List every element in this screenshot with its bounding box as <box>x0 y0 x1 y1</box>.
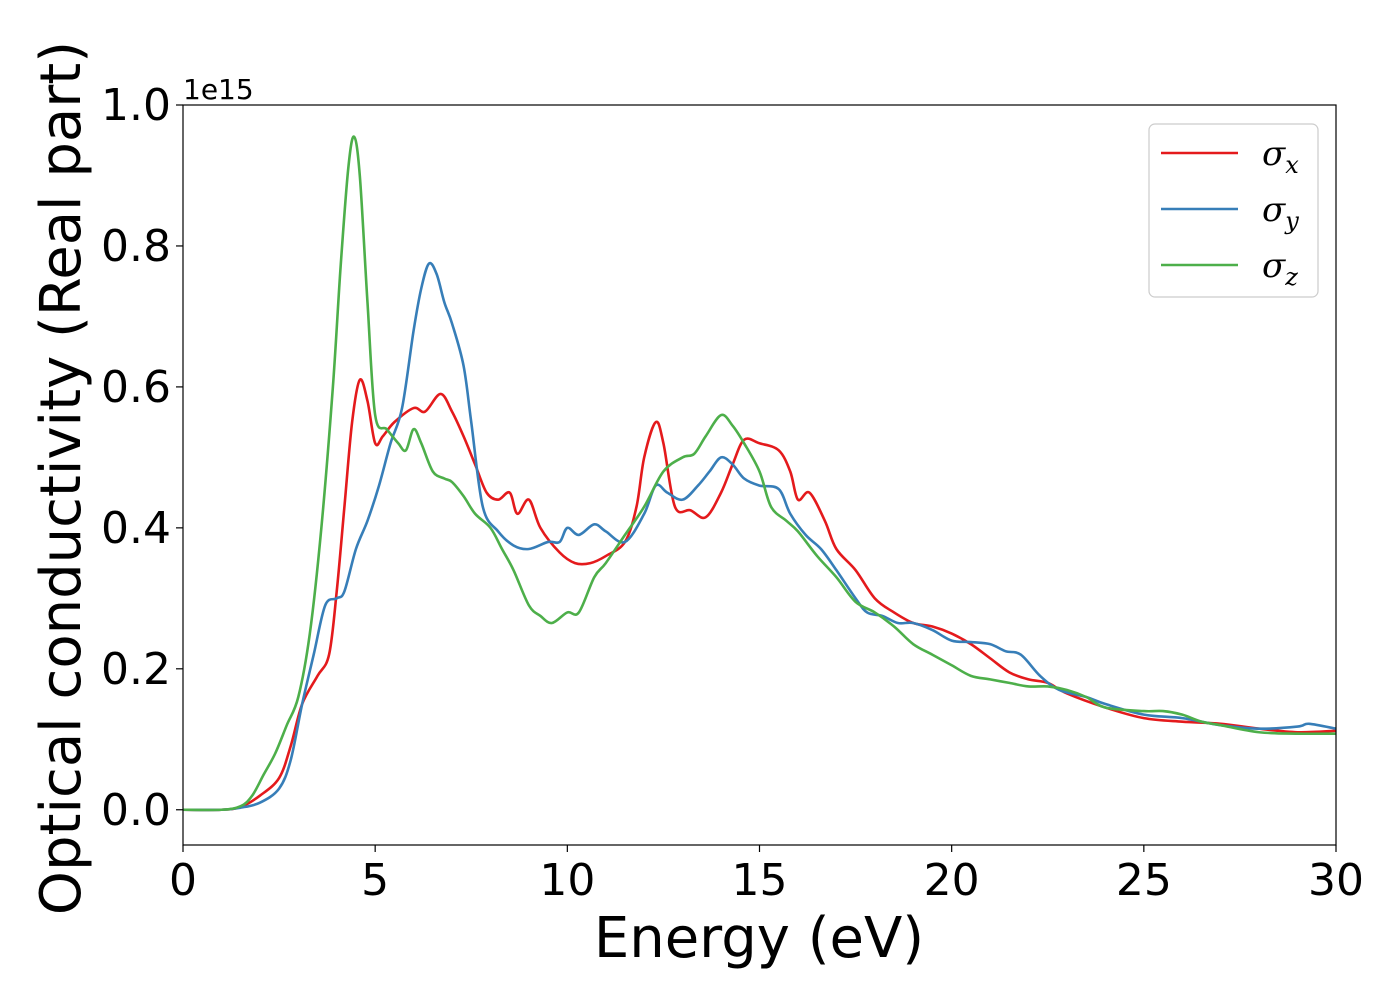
x-tick-label: 15 <box>732 855 788 906</box>
x-axis-ticks: 0 5 10 15 20 25 30 <box>169 845 1364 906</box>
legend-label-x: σx <box>1262 134 1299 179</box>
y-tick-label: 0.0 <box>101 785 171 836</box>
x-tick-label: 5 <box>361 855 389 906</box>
y-tick-label: 0.2 <box>101 644 171 695</box>
y-offset-label: 1e15 <box>183 73 254 106</box>
series-layer <box>183 135 1336 812</box>
legend-box <box>1148 123 1319 298</box>
legend: σx σy σz <box>1148 123 1319 298</box>
series-line-x <box>183 378 1336 812</box>
x-tick-label: 10 <box>539 855 595 906</box>
y-tick-label: 0.4 <box>101 503 171 554</box>
x-tick-label: 25 <box>1116 855 1172 906</box>
series-line-y <box>183 261 1336 812</box>
y-tick-label: 1.0 <box>101 80 171 131</box>
x-tick-label: 0 <box>169 855 197 906</box>
x-tick-label: 30 <box>1308 855 1364 906</box>
y-tick-label: 0.6 <box>101 362 171 413</box>
y-axis-ticks: 0.0 0.2 0.4 0.6 0.8 1.0 <box>101 80 183 836</box>
legend-label-z: σz <box>1262 246 1298 291</box>
y-tick-label: 0.8 <box>101 221 171 272</box>
y-axis-label: Optical conductivity (Real part) <box>29 41 94 915</box>
legend-label-y: σy <box>1262 190 1299 235</box>
x-axis-label: Energy (eV) <box>594 906 924 971</box>
series-line-z <box>183 135 1336 812</box>
x-tick-label: 20 <box>924 855 980 906</box>
